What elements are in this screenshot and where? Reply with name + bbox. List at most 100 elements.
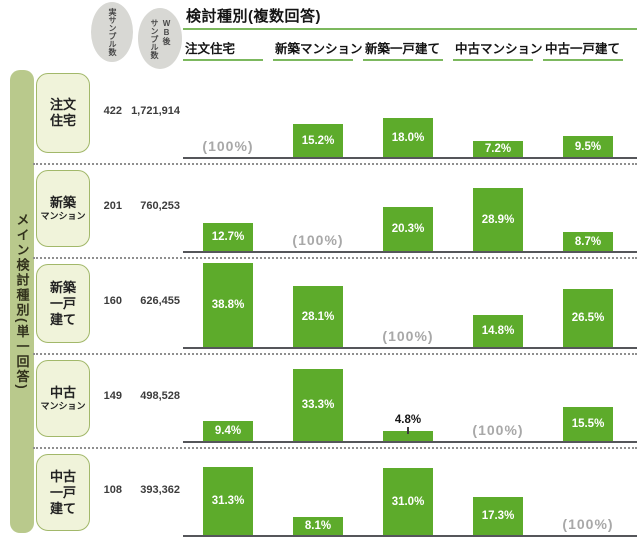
- row-separator-dotted: [33, 257, 637, 259]
- wb-sample-count: 393,362: [140, 484, 180, 496]
- wb-sample-count: 626,455: [140, 295, 180, 307]
- bar-value-label: 9.4%: [214, 425, 242, 437]
- actual-sample-count: 160: [103, 295, 122, 307]
- row-label-box: 中古 一戸 建て: [36, 454, 90, 531]
- self-cell-label: (100%): [382, 328, 434, 344]
- actual-sample-badge-label: 実サンプル数: [108, 8, 117, 56]
- row-baseline: [183, 441, 637, 443]
- column-header-underline: [453, 59, 533, 61]
- row-label-box: 注文 住宅: [36, 73, 90, 153]
- column-header: 新築マンション: [275, 42, 363, 56]
- bar: 20.3%: [383, 207, 433, 251]
- self-cell-label: (100%): [202, 138, 254, 154]
- bar: 15.2%: [293, 124, 343, 157]
- row-baseline: [183, 157, 637, 159]
- bar: 17.3%: [473, 497, 523, 535]
- bar-value-label: 28.1%: [301, 310, 335, 323]
- row-dimension-label: メイン検討種別(単一回答): [14, 212, 30, 391]
- bar: 28.9%: [473, 188, 523, 251]
- row-label-line: 一戸: [49, 484, 76, 500]
- row-baseline: [183, 251, 637, 253]
- wb-sample-badge-label: WB後 サンプル数: [150, 18, 171, 59]
- chart-row: 中古 一戸 建て 108 393,362 31.3% 8.1% 31.0% 17.3% (100%…: [0, 447, 640, 537]
- row-label-line: マンション: [40, 401, 86, 411]
- bar-value-label: 14.8%: [481, 325, 515, 337]
- row-label-box: 新築 マンション: [36, 170, 90, 247]
- column-header-underline: [543, 59, 623, 61]
- bar-label-tick: [407, 427, 409, 434]
- bar-value-label: 26.5%: [571, 312, 605, 324]
- bar: 18.0%: [383, 118, 433, 157]
- title-underline: [183, 28, 637, 30]
- bar: [383, 431, 433, 441]
- row-label-line: マンション: [40, 211, 86, 221]
- bar: 33.3%: [293, 369, 343, 441]
- bar-value-label: 31.3%: [211, 495, 245, 507]
- wb-sample-count: 760,253: [140, 200, 180, 212]
- row-label-line: 新築: [49, 195, 76, 210]
- bar: 38.8%: [203, 263, 253, 347]
- wb-sample-count: 1,721,914: [131, 105, 180, 117]
- bar: 31.3%: [203, 467, 253, 535]
- row-label-line: 新築: [49, 279, 76, 295]
- bar: 31.0%: [383, 468, 433, 535]
- column-header-underline: [363, 59, 443, 61]
- sample-counts: 160 626,455: [94, 295, 180, 307]
- row-label-line: 中古: [49, 385, 76, 400]
- actual-sample-count: 149: [103, 390, 122, 402]
- row-label-line: 住宅: [49, 113, 76, 128]
- bar-value-label: 15.2%: [301, 134, 335, 147]
- row-label-box: 中古 マンション: [36, 360, 90, 437]
- row-label-line: 中古: [49, 468, 76, 484]
- bar: 26.5%: [563, 289, 613, 347]
- wb-sample-count: 498,528: [140, 390, 180, 402]
- bar: 7.2%: [473, 141, 523, 157]
- bar: 28.1%: [293, 286, 343, 347]
- bar-value-label: 31.0%: [391, 495, 425, 508]
- bar-value-label: 8.1%: [304, 520, 332, 532]
- chart-row: 新築 一戸 建て 160 626,455 38.8% 28.1% (100%) 14.8% 26.…: [0, 257, 640, 349]
- bar-value-label: 15.5%: [571, 418, 605, 430]
- chart-title: 検討種別(複数回答): [186, 8, 321, 25]
- column-header: 新築一戸建て: [365, 42, 441, 56]
- bar-value-label: 33.3%: [301, 399, 335, 411]
- bar-value-label: 8.7%: [574, 235, 602, 248]
- column-header: 中古マンション: [455, 42, 543, 56]
- bar-value-label: 4.8%: [394, 414, 422, 426]
- self-cell-label: (100%): [292, 232, 344, 248]
- bar-value-label: 7.2%: [484, 143, 512, 155]
- actual-sample-badge: 実サンプル数: [91, 2, 133, 62]
- bar: 8.1%: [293, 517, 343, 535]
- bar-value-label: 9.5%: [574, 140, 602, 153]
- bar: 9.5%: [563, 136, 613, 157]
- bar-value-label: 18.0%: [391, 131, 425, 144]
- bar-value-label: 38.8%: [211, 299, 245, 311]
- bar: 8.7%: [563, 232, 613, 251]
- self-cell-label: (100%): [562, 516, 614, 532]
- row-label-line: 一戸: [49, 295, 76, 311]
- chart-row: 中古 マンション 149 498,528 9.4% 33.3% 4.8% (100%) 15.5…: [0, 353, 640, 443]
- row-separator-dotted: [33, 163, 637, 165]
- bar-value-label: 17.3%: [481, 510, 515, 522]
- row-label-box: 新築 一戸 建て: [36, 264, 90, 343]
- bar: 9.4%: [203, 421, 253, 441]
- column-header: 中古一戸建て: [545, 42, 621, 56]
- bar-value-label: 28.9%: [481, 213, 515, 226]
- self-cell-label: (100%): [472, 422, 524, 438]
- row-baseline: [183, 347, 637, 349]
- actual-sample-count: 422: [103, 105, 122, 117]
- actual-sample-count: 201: [103, 200, 122, 212]
- column-header: 注文住宅: [185, 42, 236, 56]
- row-separator-dotted: [33, 447, 637, 449]
- sample-counts: 108 393,362: [94, 484, 180, 496]
- row-baseline: [183, 535, 637, 537]
- row-label-line: 注文: [49, 97, 76, 112]
- actual-sample-count: 108: [103, 484, 122, 496]
- chart-row: 新築 マンション 201 760,253 12.7% (100%) 20.3% 28.9% 8.…: [0, 163, 640, 253]
- row-label-line: 建て: [49, 311, 76, 327]
- bar: 12.7%: [203, 223, 253, 251]
- row-dimension-bar: メイン検討種別(単一回答): [10, 70, 34, 533]
- wb-sample-badge: WB後 サンプル数: [138, 8, 182, 69]
- column-header-underline: [183, 59, 263, 61]
- row-label-line: 建て: [49, 500, 76, 516]
